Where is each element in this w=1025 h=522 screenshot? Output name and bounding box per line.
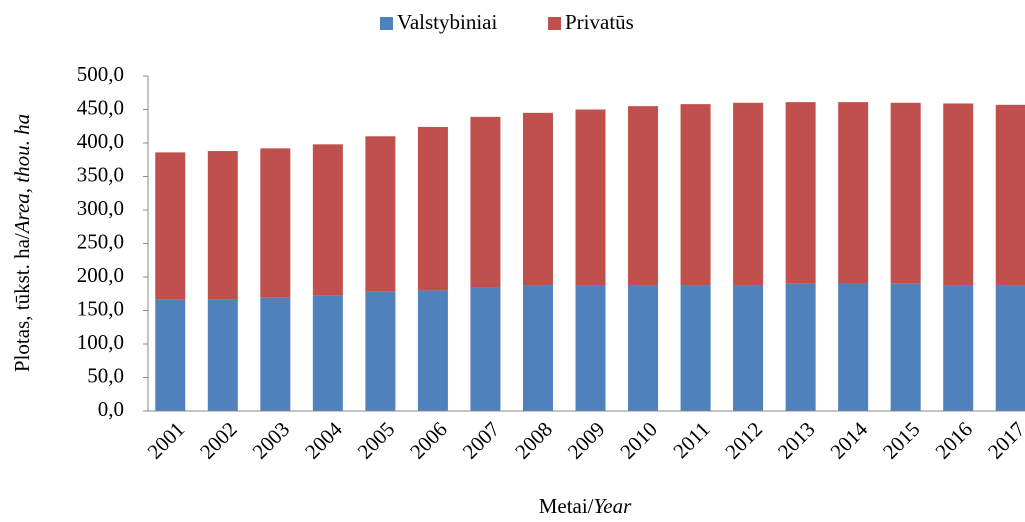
bar-segment bbox=[575, 285, 606, 411]
x-tick-label: 2006 bbox=[405, 417, 452, 464]
bar-segment bbox=[628, 106, 659, 286]
bar-segment bbox=[312, 295, 343, 411]
y-tick-label: 0,0 bbox=[98, 397, 124, 421]
bar-segment bbox=[680, 104, 711, 286]
bar-segment bbox=[680, 285, 711, 411]
x-tick-label: 2011 bbox=[668, 417, 714, 463]
bar-segment bbox=[365, 291, 396, 411]
x-axis-label: Metai/Year bbox=[539, 494, 632, 518]
x-tick-label: 2001 bbox=[143, 417, 190, 464]
bar-segment bbox=[155, 299, 186, 411]
bar-segment bbox=[838, 283, 869, 411]
bar-segment bbox=[733, 102, 764, 286]
bar-segment bbox=[628, 285, 659, 411]
bar-segment bbox=[207, 299, 238, 411]
bar-segment bbox=[260, 297, 291, 411]
x-tick-label: 2005 bbox=[353, 417, 400, 464]
x-tick-label: 2010 bbox=[615, 417, 662, 464]
bar-segment bbox=[785, 283, 816, 411]
bar-segment bbox=[785, 102, 816, 284]
bar-segment bbox=[943, 103, 974, 286]
y-tick-label: 450,0 bbox=[77, 95, 124, 119]
bar-segment bbox=[522, 285, 553, 411]
bar-segment bbox=[207, 151, 238, 300]
y-tick-label: 200,0 bbox=[77, 263, 124, 287]
bar-segment bbox=[470, 116, 501, 288]
y-tick-label: 350,0 bbox=[77, 162, 124, 186]
y-tick-label: 250,0 bbox=[77, 229, 124, 253]
bar-segment bbox=[260, 148, 291, 298]
y-tick-label: 150,0 bbox=[77, 296, 124, 320]
legend-swatch bbox=[380, 17, 393, 30]
x-tick-label: 2008 bbox=[510, 417, 557, 464]
x-tick-label: 2017 bbox=[983, 417, 1025, 464]
y-tick-label: 50,0 bbox=[87, 363, 124, 387]
bar-segment bbox=[995, 285, 1025, 411]
bar-segment bbox=[575, 109, 606, 286]
bar-segment bbox=[890, 283, 921, 411]
legend-label: Privatūs bbox=[565, 10, 634, 34]
bar-segment bbox=[417, 126, 448, 291]
legend-label: Valstybiniai bbox=[397, 10, 497, 34]
x-tick-label: 2009 bbox=[563, 417, 610, 464]
x-tick-label: 2002 bbox=[195, 417, 242, 464]
y-axis-label: Plotas, tūkst. ha/Area, thou. ha bbox=[10, 114, 34, 372]
y-tick-label: 500,0 bbox=[77, 62, 124, 86]
x-tick-label: 2016 bbox=[930, 417, 977, 464]
bar-segment bbox=[995, 104, 1025, 286]
y-tick-label: 400,0 bbox=[77, 129, 124, 153]
x-tick-label: 2014 bbox=[825, 417, 872, 464]
bar-segment bbox=[943, 285, 974, 411]
bar-segment bbox=[417, 290, 448, 411]
x-tick-label: 2007 bbox=[458, 417, 505, 464]
y-tick-label: 100,0 bbox=[77, 330, 124, 354]
legend-swatch bbox=[548, 17, 561, 30]
bar-segment bbox=[365, 136, 396, 292]
x-tick-label: 2012 bbox=[720, 417, 767, 464]
x-tick-label: 2013 bbox=[773, 417, 820, 464]
bar-segment bbox=[155, 152, 186, 300]
bar-segment bbox=[733, 285, 764, 411]
bar-segment bbox=[312, 144, 343, 296]
bar-segment bbox=[522, 112, 553, 286]
x-tick-label: 2015 bbox=[878, 417, 925, 464]
x-tick-label: 2003 bbox=[248, 417, 295, 464]
bar-segment bbox=[470, 287, 501, 411]
x-tick-label: 2004 bbox=[300, 417, 347, 464]
bar-segment bbox=[838, 102, 869, 284]
y-tick-label: 300,0 bbox=[77, 196, 124, 220]
bar-segment bbox=[890, 102, 921, 284]
